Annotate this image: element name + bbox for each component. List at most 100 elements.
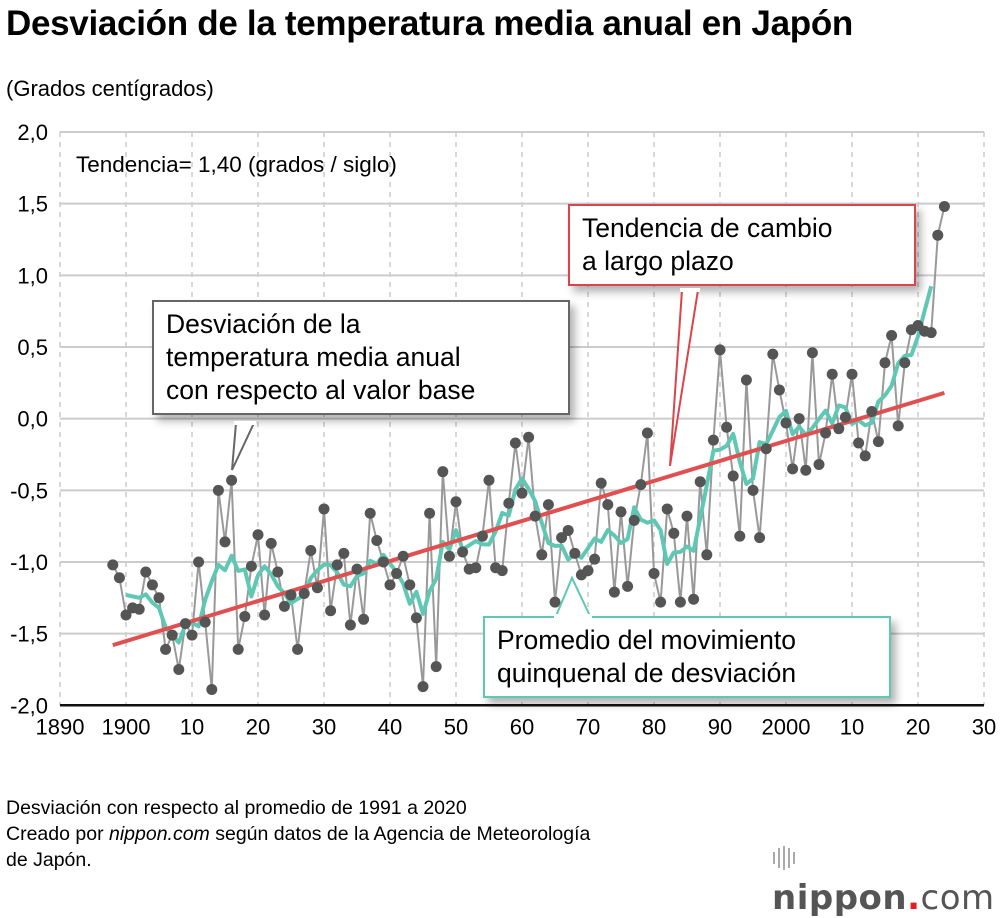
y-tick-label: 2,0 bbox=[17, 120, 48, 145]
annual-data-point bbox=[153, 592, 165, 604]
annual-data-point bbox=[681, 510, 693, 522]
annual-data-point bbox=[186, 629, 198, 641]
callout-trend-line: a largo plazo bbox=[582, 246, 734, 276]
annual-data-point bbox=[542, 499, 554, 511]
annual-data-point bbox=[140, 566, 152, 578]
annual-data-point bbox=[826, 368, 838, 380]
annual-data-point bbox=[846, 368, 858, 380]
trend-line bbox=[112, 390, 945, 648]
moving-average-line bbox=[125, 285, 934, 645]
annual-data-point bbox=[371, 534, 383, 546]
annual-data-point bbox=[872, 436, 884, 448]
annual-data-point bbox=[701, 549, 713, 561]
annual-data-point bbox=[311, 582, 323, 594]
footer-credit: Creado por nippon.com según datos de la … bbox=[6, 821, 590, 847]
x-tick-label: 10 bbox=[840, 714, 864, 739]
x-tick-label: 50 bbox=[444, 714, 468, 739]
annual-data-point bbox=[377, 556, 389, 568]
annual-data-point bbox=[595, 477, 607, 489]
footer-credit-end: de Japón. bbox=[6, 849, 92, 871]
annual-data-point bbox=[589, 553, 601, 565]
footer-credit-prefix: Creado por bbox=[6, 823, 109, 845]
annual-data-point bbox=[496, 565, 508, 577]
x-tick-label: 30 bbox=[972, 714, 996, 739]
x-tick-label: 60 bbox=[510, 714, 534, 739]
annual-data-point bbox=[688, 593, 700, 605]
footer-source-base: Desviación con respecto al promedio de 1… bbox=[6, 797, 467, 819]
annual-data-point bbox=[252, 529, 264, 541]
annual-data-point bbox=[318, 503, 330, 515]
annual-data-point bbox=[338, 547, 350, 559]
annual-data-point bbox=[529, 510, 541, 522]
annual-data-point bbox=[259, 609, 271, 621]
y-tick-label: 0,0 bbox=[17, 407, 48, 432]
annual-data-point bbox=[133, 603, 145, 615]
annual-data-point bbox=[938, 201, 950, 213]
annual-data-point bbox=[325, 605, 337, 617]
annual-data-point bbox=[787, 463, 799, 475]
annual-data-point bbox=[470, 562, 482, 574]
annual-data-point bbox=[655, 596, 667, 608]
annual-data-point bbox=[476, 530, 488, 542]
annual-data-point bbox=[754, 532, 766, 544]
annual-data-point bbox=[793, 413, 805, 425]
annual-data-point bbox=[806, 347, 818, 359]
annual-data-point bbox=[483, 474, 495, 486]
annual-data-point bbox=[199, 616, 211, 628]
annual-data-point bbox=[179, 618, 191, 630]
callout-trend-line: Tendencia de cambio bbox=[582, 213, 833, 243]
annual-data-point bbox=[120, 609, 132, 621]
annual-data-point bbox=[166, 629, 178, 641]
y-tick-label: -0,5 bbox=[10, 478, 48, 503]
callout-annual: Desviación de la temperatura media anual… bbox=[152, 300, 570, 415]
annual-data-point bbox=[925, 327, 937, 339]
annual-data-point bbox=[107, 559, 119, 571]
annual-data-point bbox=[740, 374, 752, 386]
annual-data-point bbox=[245, 560, 257, 572]
annual-data-point bbox=[760, 443, 772, 455]
y-axis-unit: (Grados centígrados) bbox=[6, 76, 214, 101]
annual-data-point bbox=[714, 344, 726, 356]
x-tick-label: 10 bbox=[180, 714, 204, 739]
y-tick-label: -2,0 bbox=[10, 693, 48, 718]
annual-data-point bbox=[146, 579, 158, 591]
footer-credit-suffix: según datos de la Agencia de Meteorologí… bbox=[209, 823, 591, 845]
annual-data-point bbox=[773, 384, 785, 396]
annual-data-point bbox=[239, 610, 251, 622]
annual-data-point bbox=[674, 596, 686, 608]
annual-data-point bbox=[615, 506, 627, 518]
annual-data-point bbox=[457, 546, 469, 558]
annual-data-point bbox=[516, 487, 528, 499]
annual-data-point bbox=[206, 684, 218, 696]
x-tick-label: 70 bbox=[576, 714, 600, 739]
annual-data-point bbox=[866, 405, 878, 417]
x-tick-label: 20 bbox=[246, 714, 270, 739]
annual-data-point bbox=[608, 586, 620, 598]
annual-data-point bbox=[232, 643, 244, 655]
callout-annual-line: Desviación de la bbox=[166, 309, 361, 339]
annual-data-point bbox=[305, 545, 317, 557]
annual-data-point bbox=[404, 579, 416, 591]
annual-data-point bbox=[212, 484, 224, 496]
annual-data-point bbox=[780, 417, 792, 429]
annual-data-point bbox=[430, 661, 442, 673]
annual-data-point bbox=[899, 357, 911, 369]
callout-annual-line: con respecto al valor base bbox=[166, 375, 476, 405]
annual-data-point bbox=[278, 600, 290, 612]
annual-data-point bbox=[892, 420, 904, 432]
annual-data-point bbox=[219, 536, 231, 548]
annual-data-point bbox=[800, 464, 812, 476]
y-tick-label: 1,5 bbox=[17, 192, 48, 217]
annual-data-point bbox=[635, 479, 647, 491]
annual-data-point bbox=[410, 612, 422, 624]
annual-data-point bbox=[113, 572, 125, 584]
callout-trend: Tendencia de cambio a largo plazo bbox=[568, 204, 916, 286]
x-tick-label: 80 bbox=[642, 714, 666, 739]
annual-data-point bbox=[160, 643, 172, 655]
x-tick-label: 40 bbox=[378, 714, 402, 739]
annual-data-point bbox=[523, 431, 535, 443]
annual-data-point bbox=[582, 565, 594, 577]
annual-data-point bbox=[536, 549, 548, 561]
trend-rate-label: Tendencia= 1,40 (grados / siglo) bbox=[76, 152, 397, 177]
annual-data-point bbox=[622, 580, 634, 592]
